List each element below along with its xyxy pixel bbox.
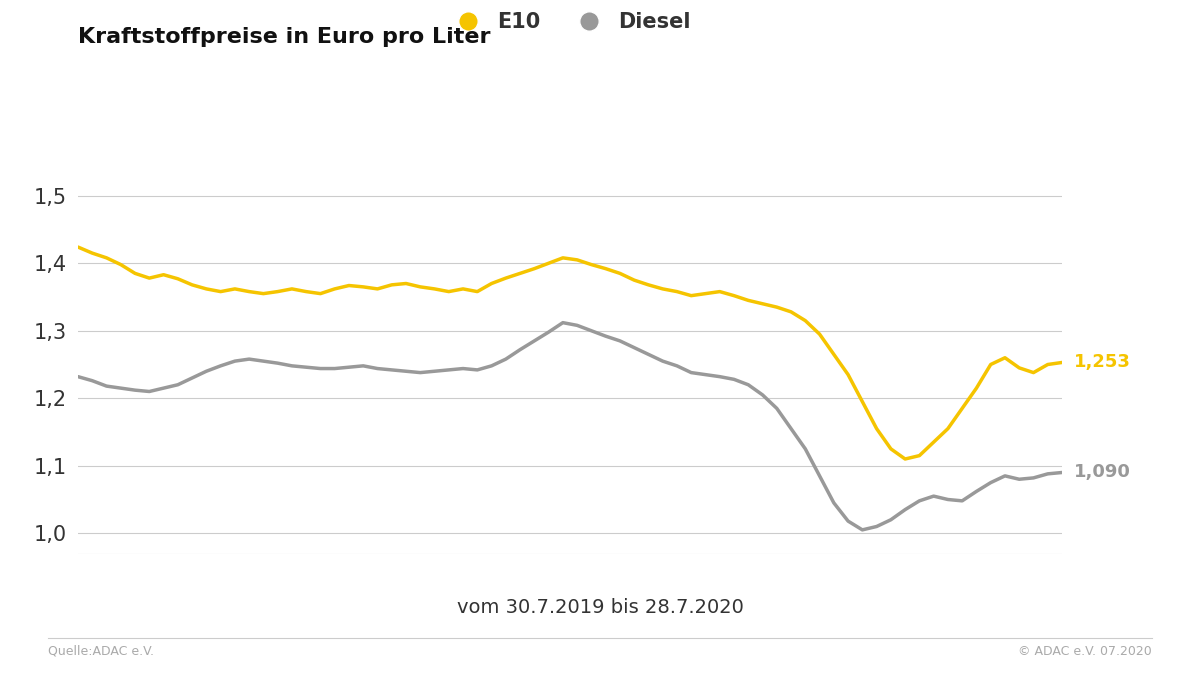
Text: Kraftstoffpreise in Euro pro Liter: Kraftstoffpreise in Euro pro Liter — [78, 27, 491, 47]
Text: vom 30.7.2019 bis 28.7.2020: vom 30.7.2019 bis 28.7.2020 — [456, 598, 744, 617]
Text: © ADAC e.V. 07.2020: © ADAC e.V. 07.2020 — [1019, 645, 1152, 658]
Text: 1,090: 1,090 — [1074, 464, 1130, 481]
Text: 1,253: 1,253 — [1074, 354, 1130, 371]
Text: Quelle:ADAC e.V.: Quelle:ADAC e.V. — [48, 645, 154, 658]
Legend: E10, Diesel: E10, Diesel — [442, 4, 698, 40]
